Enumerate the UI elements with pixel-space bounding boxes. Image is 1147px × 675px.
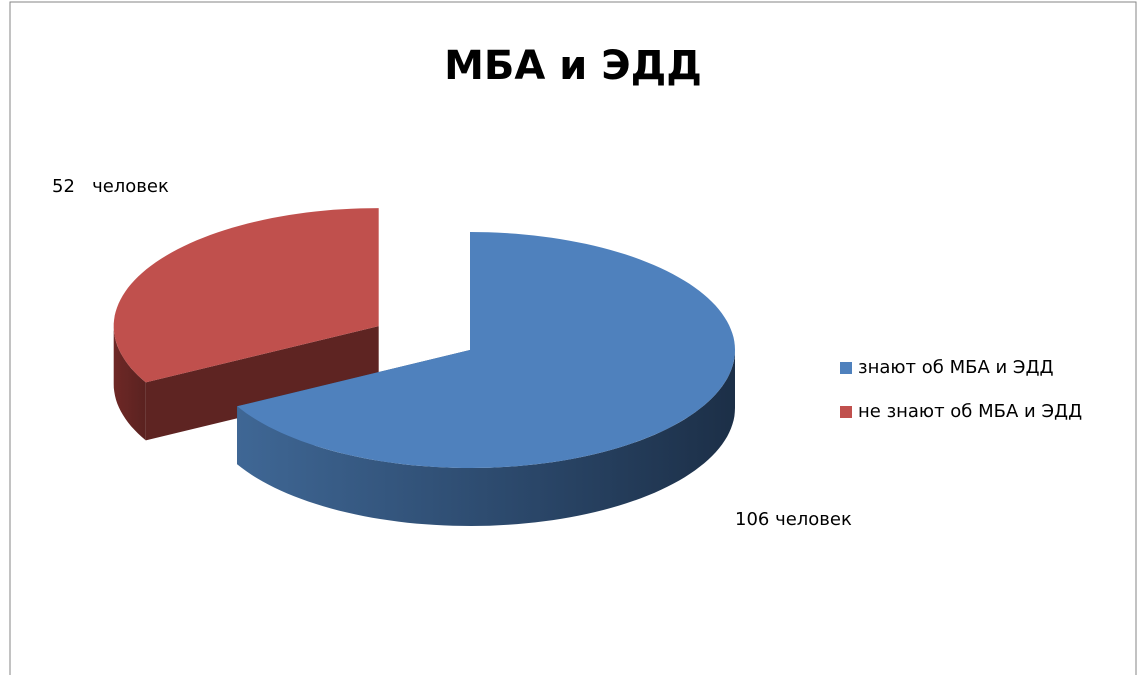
chart-title: МБА и ЭДД xyxy=(444,43,702,89)
legend-swatch xyxy=(840,362,852,374)
data-label: 52 человек xyxy=(52,176,169,197)
slice-side xyxy=(237,350,735,526)
legend-label: знают об МБА и ЭДД xyxy=(858,357,1054,378)
data-label: 106 человек xyxy=(735,509,852,530)
slice xyxy=(113,208,379,383)
slice-wall xyxy=(145,326,379,441)
slice xyxy=(237,232,735,468)
slice-side xyxy=(113,326,146,441)
legend-label: не знают об МБА и ЭДД xyxy=(858,401,1082,422)
legend-swatch xyxy=(840,406,852,418)
